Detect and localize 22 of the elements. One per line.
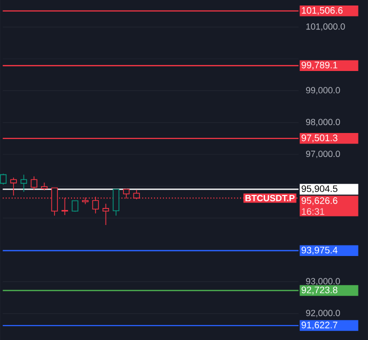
ref-line-label: 101,506.6 bbox=[302, 6, 343, 15]
candlestick bbox=[133, 189, 140, 200]
y-tick-label: 98,000.0 bbox=[306, 118, 340, 126]
text: 16:31 bbox=[302, 208, 324, 215]
y-tick-label: 101,000.0 bbox=[306, 23, 345, 31]
y-tick-label: 99,000.0 bbox=[306, 86, 340, 94]
ref-line-label: 93,975.4 bbox=[302, 246, 338, 254]
candlestick bbox=[30, 176, 38, 190]
y-tick-label: 93,000.0 bbox=[306, 278, 340, 286]
ref-line-label: 97,501.3 bbox=[302, 134, 338, 142]
candlestick bbox=[20, 174, 28, 192]
ref-line-label: 95,904.5 bbox=[302, 185, 338, 193]
ref-line-label: 99,789.1 bbox=[302, 62, 338, 70]
candlestick bbox=[112, 188, 120, 216]
candlestick bbox=[102, 203, 110, 226]
ref-line-label: 95,626.6 bbox=[302, 197, 338, 205]
y-tick-label: 97,000.0 bbox=[306, 150, 340, 158]
candlestick bbox=[10, 177, 17, 196]
ref-line-label: 91,622.7 bbox=[302, 321, 338, 330]
annotation: BTCUSDT.P bbox=[246, 194, 295, 202]
y-tick-label: 92,000.0 bbox=[306, 310, 340, 317]
ref-line-label: 92,723.8 bbox=[302, 286, 338, 294]
